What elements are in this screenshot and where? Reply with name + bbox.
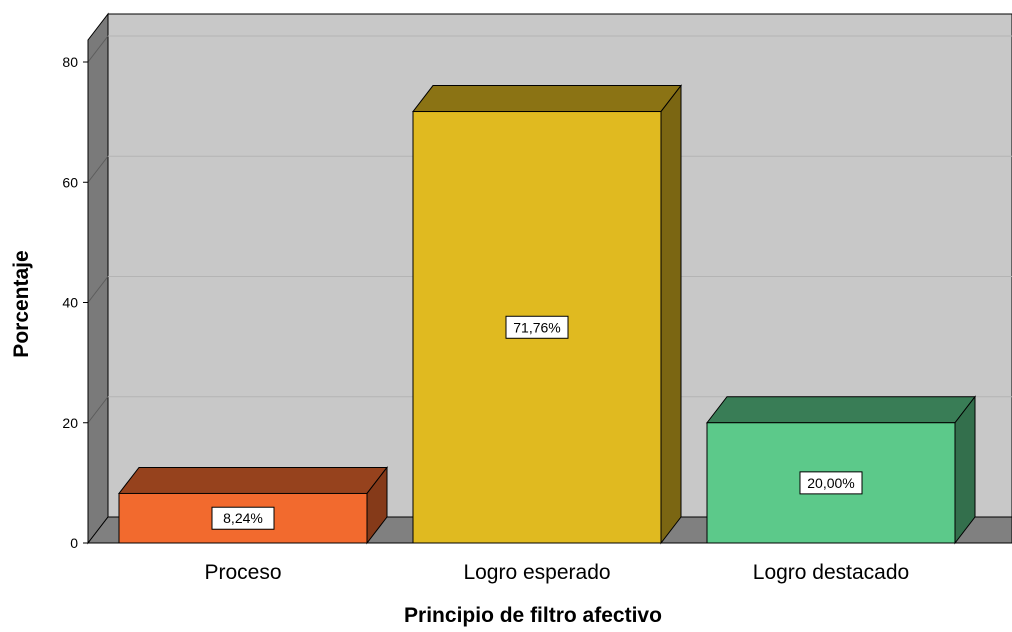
data-label-text: 8,24% [223, 510, 263, 526]
gridline-side [87, 276, 109, 303]
y-tick-label: 60 [62, 174, 78, 190]
data-label: 8,24% [211, 506, 275, 530]
gridline-side [87, 396, 109, 424]
bar-logro-destacado: 20,00% [705, 395, 977, 545]
bar-logro-esperado: 71,76% [411, 84, 683, 545]
y-axis: 0 20 40 60 80 [62, 40, 89, 551]
side-wall [87, 12, 109, 545]
data-label: 20,00% [799, 471, 863, 495]
data-label-text: 20,00% [807, 475, 854, 491]
x-category-label: Logro esperado [463, 561, 610, 584]
gridline-side [87, 35, 109, 63]
x-category-label: Logro destacado [753, 561, 909, 584]
x-category-label: Proceso [204, 561, 281, 584]
data-label: 71,76% [505, 315, 569, 339]
y-tick-label: 0 [70, 535, 78, 551]
y-tick-label: 40 [62, 295, 78, 311]
y-tick-label: 20 [62, 415, 78, 431]
y-axis-title: Porcentaje [10, 250, 33, 357]
x-axis: Proceso Logro esperado Logro destacado [88, 542, 1012, 584]
data-label-text: 71,76% [513, 319, 560, 335]
bars: 8,24% 71,76% 20,00% [117, 84, 977, 545]
y-tick-label: 80 [62, 54, 78, 70]
bar-proceso: 8,24% [117, 465, 389, 545]
gridline-side [87, 155, 109, 183]
x-axis-title: Principio de filtro afectivo [404, 604, 662, 627]
